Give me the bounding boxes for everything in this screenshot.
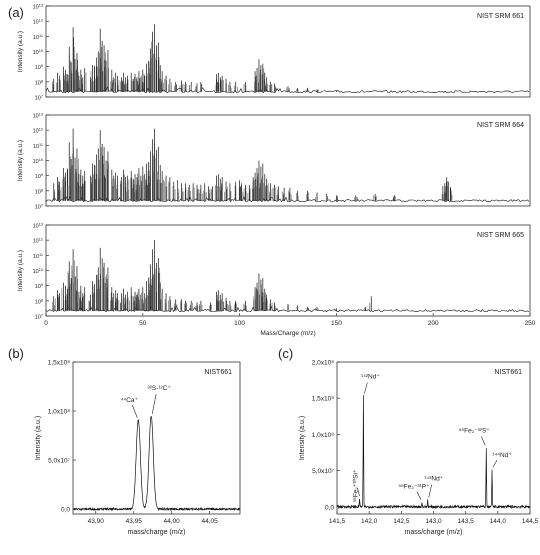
spectrum-panel-a-top: Intensity (a.u.) NIST SRM 661 [17, 5, 531, 98]
x-tick-label: 44,00 [164, 518, 181, 525]
x-tick-label: 143,5 [458, 518, 475, 525]
panel-label-c: (c) [278, 346, 293, 361]
y-tick-label: 107 [35, 204, 43, 211]
x-tick-label: 50 [139, 320, 147, 327]
peak-annotation: ⁵⁶Fe₂⁻³²S⁺ [459, 427, 491, 434]
peak-annotation: ⁵⁶Fe₂⁻³¹P⁺ [398, 484, 430, 491]
y-tick-label: 109 [35, 173, 43, 180]
y-tick-label: 1010 [33, 268, 43, 275]
y-tick-label: 1013 [33, 4, 43, 11]
peak-annotation: ¹⁴²Nd⁺ [361, 374, 380, 381]
peak-annotation: ⁴⁴Ca⁺ [121, 397, 139, 404]
x-tick-label: 144,0 [490, 518, 507, 525]
y-tick-label: 1012 [33, 19, 43, 26]
y-axis-label: Intensity (a.u.) [17, 250, 24, 291]
y-tick-label: 108 [35, 188, 43, 195]
y-tick-label: 1,5x10⁸ [312, 396, 335, 403]
x-tick-label: 141,5 [329, 518, 346, 525]
y-tick-label: 109 [35, 283, 43, 290]
signal-trace [72, 415, 241, 512]
y-tick-label: 1,5x10⁸ [48, 360, 71, 367]
y-tick-label: 107 [35, 314, 43, 321]
y-axis-label: Intensity (a.u.) [17, 31, 24, 72]
y-tick-label: 1013 [33, 113, 43, 120]
annotation-leader [480, 436, 486, 446]
panel-title: NIST661 [204, 369, 232, 376]
annotation-leader [416, 491, 422, 500]
annotation-leader [357, 488, 360, 497]
panel-title: NIST SRM 661 [477, 13, 524, 20]
y-tick-label: 109 [35, 64, 43, 71]
plot-frame [72, 361, 241, 515]
y-tick-label: 0,0 [61, 507, 70, 514]
x-tick-label: 43,95 [126, 518, 143, 525]
y-tick-label: 0,0 [325, 504, 334, 511]
annotation-leader [132, 404, 138, 418]
x-tick-label: 144,5 [522, 518, 539, 525]
y-tick-label: 108 [35, 298, 43, 305]
x-tick-label: 150 [331, 320, 342, 327]
x-tick-label: 0 [44, 320, 48, 327]
peak-annotation: ¹⁴³Nd⁺ [424, 476, 443, 483]
peak-annotation: ³²S-¹²C⁺ [148, 385, 172, 392]
x-axis-label: mass/charge (m/z) [405, 529, 463, 536]
y-tick-label: 1013 [33, 223, 43, 230]
x-axis-label: Mass/Charge (m/z) [260, 330, 315, 337]
y-tick-label: 5,0x10⁷ [312, 468, 335, 475]
y-tick-label: 108 [35, 79, 43, 86]
y-tick-label: 1011 [33, 143, 43, 150]
plot-frame [45, 5, 531, 98]
spectrum-panel-a-mid: Intensity (a.u.) NIST SRM 664 [17, 114, 531, 207]
y-tick-label: 1011 [33, 34, 43, 41]
annotation-leader [492, 459, 498, 468]
signal-trace [336, 394, 531, 510]
x-tick-label: 142,5 [393, 518, 410, 525]
x-tick-label: 100 [234, 320, 245, 327]
x-tick-label: 43,90 [88, 518, 105, 525]
panel-title: NIST SRM 665 [477, 232, 524, 239]
panel-label-a: (a) [8, 5, 24, 20]
y-tick-label: 1010 [33, 49, 43, 56]
y-tick-label: 5,0x10⁷ [48, 458, 71, 465]
peak-annotation: ⁵⁶Fe₂⁺³⁰Si⁺ [352, 469, 360, 502]
spectrum-panel-a-bot: Intensity (a.u.) NIST SRM 665 0 50 100 150 200… [17, 224, 536, 337]
y-tick-label: 107 [35, 95, 43, 102]
peak-annotation: ¹⁴⁴Nd⁺ [492, 452, 512, 459]
panel-label-b: (b) [8, 346, 24, 361]
y-tick-label: 1011 [33, 253, 43, 260]
y-tick-label: 2,0x10⁸ [312, 360, 335, 367]
annotation-leader [428, 484, 433, 498]
zoom-panel-b: 0,0 5,0x10⁷ 1,0x10⁸ 1,5x10⁸ 43,90 43,95 44,00 4… [35, 360, 241, 536]
x-tick-label: 142,0 [361, 518, 378, 525]
y-tick-label: 1012 [33, 128, 43, 135]
y-axis-label: Intensity (a.u.) [17, 140, 24, 181]
x-tick-label: 44,05 [201, 518, 218, 525]
y-tick-label: 1,0x10⁸ [312, 432, 335, 439]
plot-frame [336, 361, 531, 515]
y-axis-label: Intensity (a.u.) [299, 416, 306, 460]
y-tick-label: 1010 [33, 158, 43, 165]
x-tick-label: 250 [525, 320, 536, 327]
y-tick-label: 1012 [33, 238, 43, 245]
plot-frame [45, 114, 531, 207]
zoom-panel-c: 0,0 5,0x10⁷ 1,0x10⁸ 1,5x10⁸ 2,0x10⁸ 141,5 142,… [299, 360, 539, 537]
plot-frame [45, 224, 531, 317]
annotation-leader [151, 393, 157, 414]
panel-title: NIST SRM 664 [477, 122, 524, 129]
y-axis-label: Intensity (a.u.) [35, 416, 42, 460]
y-tick-label: 1,0x10⁸ [48, 409, 71, 416]
x-axis-label: mass/charge (m/z) [128, 529, 186, 536]
panel-title: NIST661 [494, 369, 522, 376]
x-tick-label: 143,0 [425, 518, 442, 525]
annotation-leader [364, 382, 368, 394]
baseline-noise [45, 195, 530, 203]
x-tick-label: 200 [428, 320, 439, 327]
